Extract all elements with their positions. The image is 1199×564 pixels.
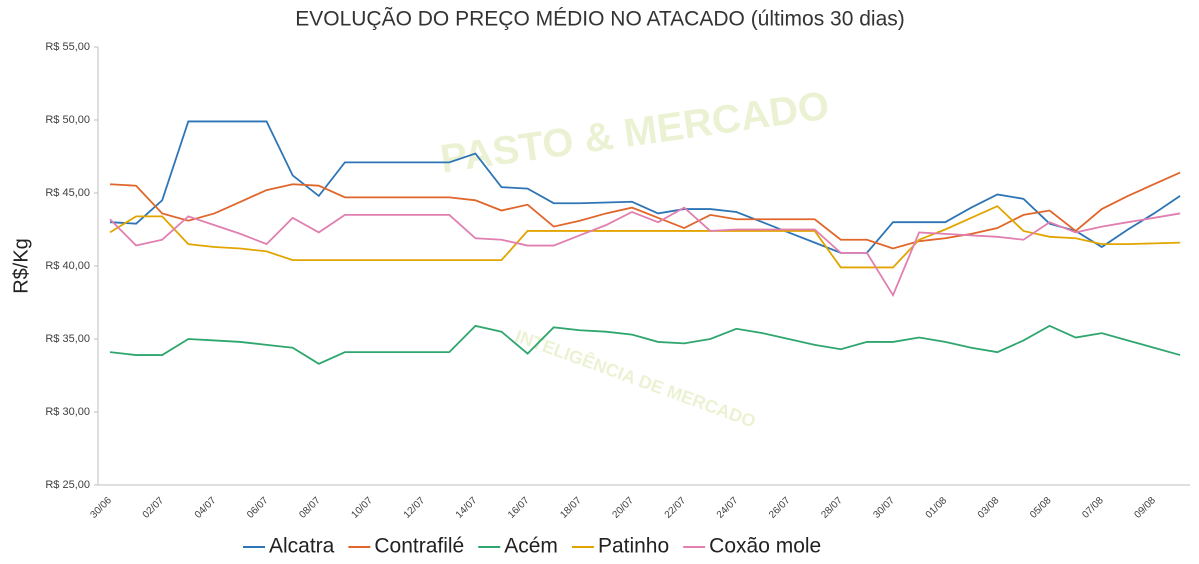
x-tick-label: 12/07 [402,495,428,521]
x-tick-label: 07/08 [1080,495,1106,521]
x-tick-label: 04/07 [193,495,219,521]
x-tick-label: 09/08 [1133,495,1159,521]
x-tick-label: 02/07 [141,495,167,521]
legend-label: Coxão mole [709,535,821,558]
x-tick-label: 06/07 [245,495,271,521]
legend-label: Acém [504,535,558,558]
x-tick-label: 16/07 [506,495,532,521]
series-line [109,171,1181,250]
watermark-subtitle: INTELIGÊNCIA DE MERCADO [513,325,759,432]
legend-label: Alcatra [269,535,335,558]
y-axis-title: R$/Kg [10,238,32,294]
series-line [109,324,1181,365]
legend-label: Contrafilé [374,535,464,558]
y-tick-label: R$ 25,00 [45,479,90,491]
x-tick-label: 24/07 [715,495,741,521]
x-tick-label: 30/07 [872,495,898,521]
series-line [109,205,1181,269]
y-tick-label: R$ 45,00 [45,187,90,199]
x-tick-label: 14/07 [454,495,480,521]
x-tick-label: 10/07 [350,495,376,521]
watermark-title: PASTO & MERCADO [438,84,832,182]
y-tick-label: R$ 30,00 [45,406,90,418]
y-tick-label: R$ 40,00 [45,260,90,272]
x-tick-label: 30/06 [89,495,115,521]
x-tick-label: 01/08 [924,495,950,521]
y-tick-label: R$ 55,00 [45,41,90,53]
x-tick-label: 03/08 [976,495,1002,521]
x-tick-label: 28/07 [819,495,845,521]
x-tick-label: 18/07 [558,495,584,521]
x-tick-label: 05/08 [1028,495,1054,521]
chart-title: EVOLUÇÃO DO PREÇO MÉDIO NO ATACADO (últi… [295,7,905,31]
x-tick-label: 22/07 [663,495,689,521]
y-tick-label: R$ 50,00 [45,114,90,126]
x-tick-label: 20/07 [611,495,637,521]
x-tick-label: 26/07 [767,495,793,521]
series-line [109,206,1181,298]
y-tick-label: R$ 35,00 [45,333,90,345]
series-line [109,120,1181,254]
legend-label: Patinho [598,535,669,558]
x-tick-label: 08/07 [297,495,323,521]
